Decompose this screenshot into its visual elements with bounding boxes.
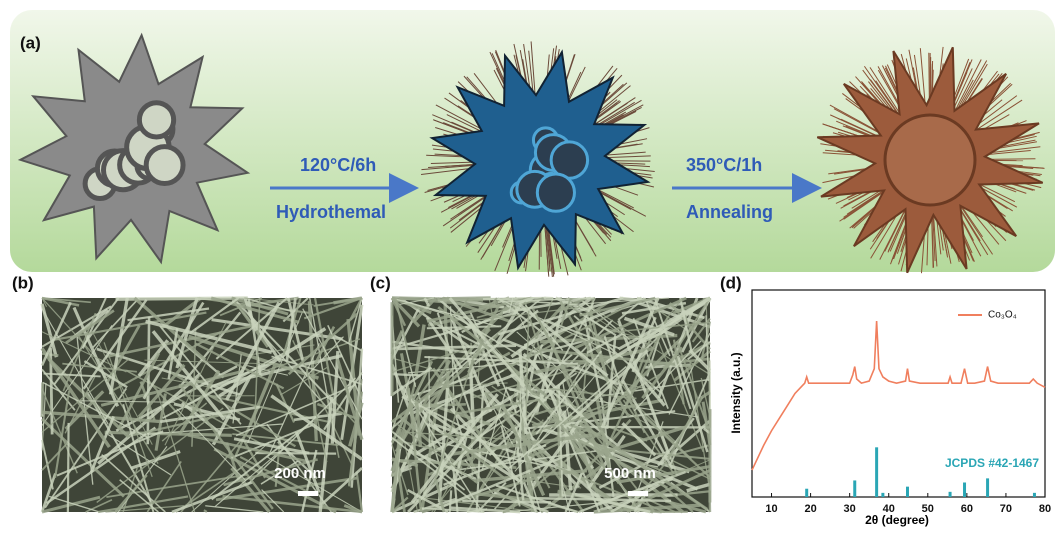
x-tick-label: 70 [1000,503,1012,515]
x-axis-label: 2θ (degree) [865,513,929,527]
nanowire [392,374,420,375]
x-tick-label: 60 [961,503,973,515]
step-condition: 350°C/1h [686,155,762,175]
x-tick-label: 40 [883,503,895,515]
panel-label: (a) [20,33,41,52]
scale-bar [628,491,648,496]
page: (a) (b) (c) (d) 120°C/6h Hydrothemal 350… [0,0,1063,529]
panel-label: (b) [12,273,34,292]
panel-label: (c) [370,273,391,292]
nanowire [42,382,43,417]
nanowire [148,317,149,444]
x-tick-label: 30 [844,503,856,515]
scale-label: 500 nm [604,465,656,482]
reference-label: JCPDS #42-1467 [945,456,1039,470]
nanowire [450,490,452,512]
xrd-chart: 2θ (degree) Intensity (a.u.) 10 20 30 40 50 6… [729,290,1051,527]
scale-bar [298,491,318,496]
nanowire [503,511,510,512]
step-process: Annealing [686,202,773,222]
pore [537,174,574,211]
core [885,115,975,205]
x-tick-label: 80 [1039,503,1051,515]
y-axis-label: Intensity (a.u.) [729,352,743,433]
nanowire [392,298,483,300]
x-tick-label: 20 [804,503,816,515]
nanowire [462,501,551,502]
panel-label: (d) [720,273,742,292]
figure: (a) (b) (c) (d) 120°C/6h Hydrothemal 350… [0,0,1063,529]
pore [139,103,173,137]
legend-label: Co₃O₄ [988,310,1017,321]
nanowire [205,510,206,512]
step-condition: 120°C/6h [300,155,376,175]
x-tick-label: 50 [922,503,934,515]
step-process: Hydrothemal [276,202,386,222]
scale-label: 200 nm [274,465,326,482]
nanowire [68,423,69,512]
pore [146,147,183,184]
x-tick-label: 10 [765,503,777,515]
